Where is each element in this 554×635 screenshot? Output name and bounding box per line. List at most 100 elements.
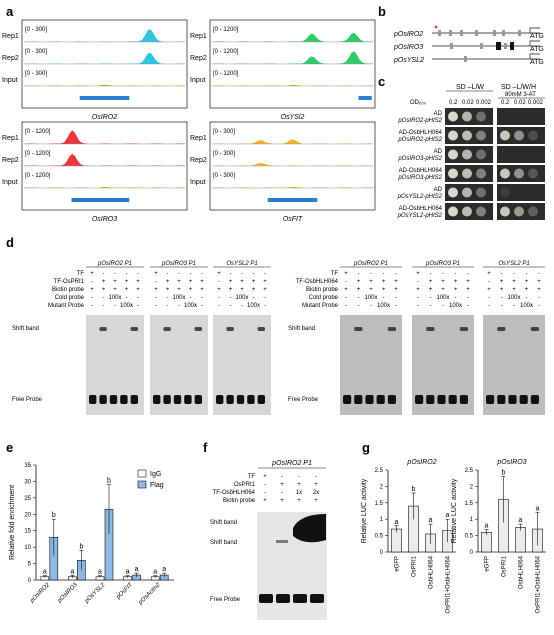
g-y-tick-label: 2.5 [465,468,474,474]
emsa-cell: - [417,295,419,301]
emsa-cell: + [429,287,433,293]
yeast-rows: ADpOsIRO2-pHIS2AD-OsbHLH064pOsIRO2-pHIS2… [397,108,545,220]
gene-model-exon [71,198,130,202]
g-sig-letter: a [429,517,433,524]
yeast-row-line1: AD-OsbHLH064 [399,130,443,136]
track-gene-name: OsYSl2 [281,114,305,121]
track-range: [0 - 1200] [25,151,51,157]
e-category-label: pOsYSL2 [83,582,107,606]
g-y-tick-label: 0.5 [375,534,384,540]
emsa-free-band [508,395,517,404]
panel-f-emsa: pOsIRO2 P1 TF + - - - OsPRI1 - + + + TF-OsbHLH064 - -… [210,460,327,620]
emsa-cell: - [167,295,169,301]
yeast-spot [514,168,524,179]
emsa-cell: - [345,295,347,301]
f-cell: + [314,498,318,504]
yeast-spot [528,130,538,141]
emsa-row-label: Biotin probe [306,287,339,293]
g-category-label: OsPRI1+OsbHLH064 [536,555,542,613]
emsa-cell: - [201,271,203,277]
e-legend-swatch [137,469,147,478]
e-sig-letter: b [107,478,111,485]
g-sig-letter: a [446,512,450,519]
emsa-cell: 100x [108,295,121,301]
panel-letter-f: f [203,440,208,455]
panel-d-emsa: TF TF-OsPRI1 Biotin probe Cold probe Mutant … [12,261,545,415]
emsa-cell: - [218,279,220,285]
emsa-free-band [247,395,255,404]
yeast-spot [462,111,472,122]
track-signal [24,84,185,86]
track-range: [0 - 300] [25,49,47,55]
emsa-cell: - [126,295,128,301]
emsa-cell: + [229,287,233,293]
g-category-label: eGFP [395,556,401,572]
yeast-spot [448,149,458,160]
motif-box [450,43,453,49]
emsa-cell: + [466,287,470,293]
emsa-free-band [89,395,97,404]
emsa-cell: - [370,271,372,277]
motif-box [480,43,483,49]
g-ylabel: Relative LUC activity [451,478,458,543]
emsa-cell: - [91,279,93,285]
panel-letter-b: b [378,4,386,19]
yeast-spot [476,149,486,160]
emsa-cell: - [190,295,192,301]
emsa-cell: - [178,303,180,309]
emsa-cell: - [264,303,266,309]
emsa-cell: + [125,287,129,293]
emsa-cell: - [417,303,419,309]
emsa-cell: + [136,279,140,285]
track-signal [212,32,373,42]
track-range: [0 - 1200] [213,27,239,33]
emsa-cell: + [154,287,158,293]
f-cell: - [264,482,266,488]
emsa-cell: - [103,303,105,309]
e-sig-letter: a [126,569,130,576]
track-box [21,19,188,109]
track-gene-name: OsFIT [283,216,303,223]
e-y-tick-label: 5 [28,562,32,568]
motif-box [449,30,452,36]
col1-header: SD –L/W [456,84,484,91]
emsa-cell: - [201,295,203,301]
f-cell: + [280,482,284,488]
atg-label-iro3: ATG [530,46,544,53]
promoter-arrow-iro2 [529,27,540,33]
yeast-spot [476,187,486,198]
motif-box [475,30,478,36]
emsa-cell: + [102,279,106,285]
emsa-free-band [194,395,202,404]
emsa-cell: + [263,287,267,293]
yeast-spot [528,168,538,179]
yeast-spot [462,187,472,198]
emsa-cell: + [382,279,386,285]
yeast-row-line1: AD [434,149,443,155]
emsa-cell: + [177,279,181,285]
emsa-cell: + [177,287,181,293]
emsa-cell: - [455,295,457,301]
emsa-cell: - [91,295,93,301]
f-free-band [276,594,290,603]
emsa-shift-band [530,327,539,331]
e-y-tick-label: 35 [24,463,31,469]
panel-g-charts: pOsIRO2 0 0.5 1 1.5 2 2.5 Relative LUC activity… [361,459,546,614]
track-row-label: Input [2,77,18,84]
yeast-spot [448,206,458,217]
emsa-cell: - [178,271,180,277]
g-bar [391,528,402,553]
emsa-cell: + [252,287,256,293]
emsa-cell: - [526,295,528,301]
emsa-cell: - [253,271,255,277]
f-cell: - [281,490,283,496]
emsa-row-label: Mutant Probe [48,303,85,309]
track-row-label: Rep1 [190,135,207,142]
track-range: [0 - 1200] [213,71,239,77]
emsa-shift-band [354,327,363,331]
emsa-cell: 100x [235,295,248,301]
track-row-label: Rep1 [190,33,207,40]
emsa-cell: - [538,303,540,309]
emsa-free-band [415,395,424,404]
yeast-spot [476,206,486,217]
